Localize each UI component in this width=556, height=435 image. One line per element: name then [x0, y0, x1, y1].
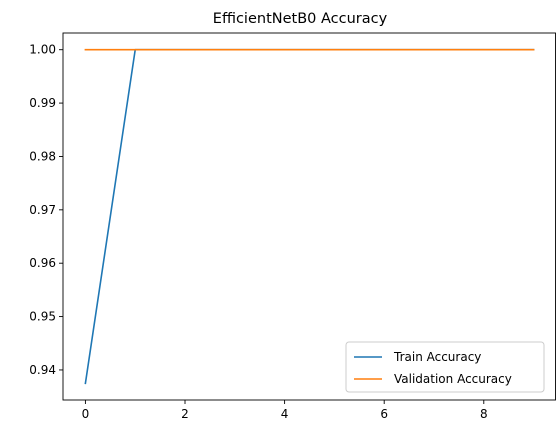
y-tick-label: 0.94 [29, 363, 56, 377]
x-tick-label: 6 [380, 407, 388, 421]
y-tick-label: 0.95 [29, 310, 56, 324]
y-tick-label: 1.00 [29, 43, 56, 57]
x-tick-label: 4 [281, 407, 289, 421]
chart-title: EfficientNetB0 Accuracy [213, 11, 388, 27]
legend: Train Accuracy Validation Accuracy [345, 341, 545, 393]
x-tick-label: 2 [181, 407, 189, 421]
legend-label-0: Train Accuracy [393, 350, 481, 364]
legend-label-1: Validation Accuracy [394, 372, 512, 386]
y-tick-label: 0.99 [29, 96, 56, 110]
series-line-0 [84, 48, 535, 385]
legend-box [345, 341, 545, 393]
x-tick-label: 8 [480, 407, 488, 421]
y-tick-label: 0.97 [29, 203, 56, 217]
y-tick-label: 0.98 [29, 149, 56, 163]
x-tick-label: 0 [82, 407, 90, 421]
plot-area [84, 48, 535, 385]
y-tick-label: 0.96 [29, 256, 56, 270]
axes: 0 2 4 6 8 0.94 0.95 0.96 0.97 0.98 0.99 1.00 [29, 32, 556, 421]
